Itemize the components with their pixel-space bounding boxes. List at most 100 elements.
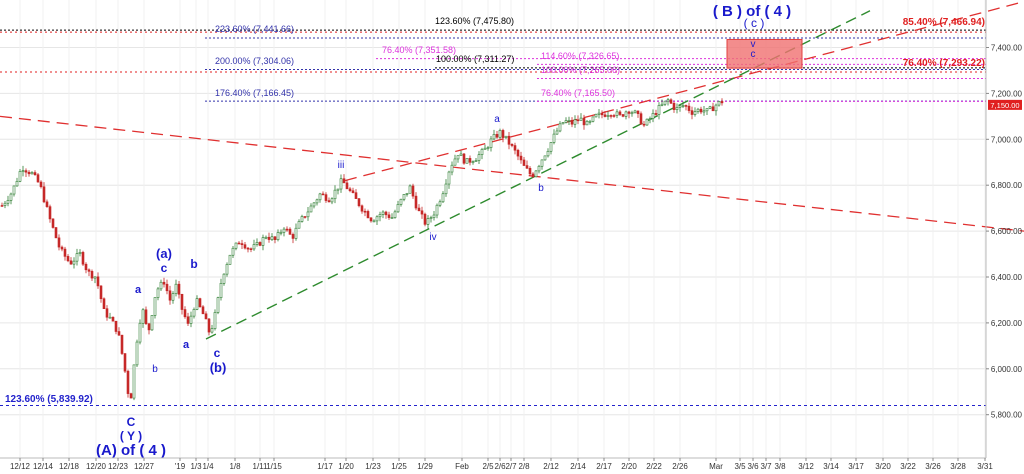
- candle-body: [594, 113, 598, 118]
- candle-body: [54, 227, 58, 239]
- x-axis-tick-label: 3/22: [900, 462, 916, 471]
- wave-label: iii: [338, 160, 345, 171]
- candle-body: [291, 234, 295, 239]
- candle-body: [621, 114, 625, 117]
- candle-body: [498, 130, 502, 138]
- candle-body: [192, 309, 196, 317]
- candle-body: [66, 256, 70, 262]
- candle-body: [6, 200, 10, 204]
- candle-body: [246, 247, 250, 250]
- candle-body: [114, 320, 118, 332]
- x-axis-tick-label: 3/17: [848, 462, 864, 471]
- candle-body: [483, 147, 487, 150]
- fib-level-label: 114.60% (7,326.65): [541, 51, 619, 61]
- candle-body: [642, 123, 646, 126]
- candle-body: [90, 271, 94, 279]
- candle-body: [45, 201, 49, 207]
- candle-body: [279, 231, 283, 234]
- candle-body: [567, 120, 571, 122]
- candle-body: [336, 188, 340, 191]
- candle-body: [162, 281, 166, 285]
- candle-body: [9, 193, 13, 201]
- candle-body: [276, 232, 280, 240]
- candle-body: [306, 211, 310, 218]
- candle-body: [561, 122, 565, 125]
- candle-body: [81, 252, 85, 265]
- x-axis-tick-label: 2/12: [543, 462, 559, 471]
- x-axis-tick-label: 1/3: [190, 462, 202, 471]
- candle-body: [294, 227, 298, 239]
- candle-body: [366, 211, 370, 219]
- candle-body: [3, 202, 7, 206]
- candle-body: [699, 108, 703, 113]
- wave-label: ( B ) of ( 4 ): [713, 3, 791, 20]
- y-axis-tick-label: 6,600.00: [991, 227, 1023, 236]
- candle-body: [150, 315, 154, 331]
- candle-body: [570, 120, 574, 125]
- x-axis-tick-label: 1/29: [417, 462, 433, 471]
- candle-body: [153, 297, 157, 316]
- x-axis-tick-label: 12/14: [33, 462, 54, 471]
- candle-body: [633, 110, 637, 114]
- candle-body: [318, 193, 322, 201]
- candle-body: [327, 200, 331, 203]
- candle-body: [657, 105, 661, 115]
- x-axis-tick-label: 2/14: [570, 462, 586, 471]
- candle-body: [444, 183, 448, 195]
- candle-body: [315, 199, 319, 204]
- candle-body: [267, 236, 271, 240]
- candle-body: [174, 283, 178, 294]
- candle-body: [522, 159, 526, 166]
- candle-body: [99, 285, 103, 300]
- candle-body: [198, 298, 202, 308]
- candle-body: [72, 260, 76, 265]
- candle-body: [720, 101, 724, 104]
- candle-body: [405, 192, 409, 195]
- candle-body: [507, 135, 511, 145]
- fib-level-label: 123.60% (7,475.80): [435, 16, 514, 26]
- candle-body: [0, 205, 4, 207]
- candle-body: [552, 133, 556, 143]
- candle-body: [378, 214, 382, 218]
- candle-body: [627, 111, 631, 114]
- candle-body: [573, 119, 577, 125]
- candle-body: [18, 171, 22, 182]
- candle-body: [186, 316, 190, 324]
- x-axis-tick-label: 2/26: [672, 462, 688, 471]
- candle-body: [189, 315, 193, 324]
- candle-body: [360, 205, 364, 212]
- candle-body: [75, 253, 79, 262]
- wave-label: (a): [156, 246, 172, 261]
- candle-body: [492, 134, 496, 140]
- wave-label: a: [183, 339, 190, 351]
- candle-body: [261, 237, 265, 246]
- candle-body: [228, 254, 232, 265]
- candle-body: [342, 178, 346, 184]
- x-axis-tick-label: 1/25: [391, 462, 407, 471]
- candle-body: [435, 204, 439, 216]
- x-axis-tick-label: 2/7: [505, 462, 517, 471]
- candle-body: [525, 165, 529, 169]
- wave-label: (A) of ( 4 ): [96, 442, 166, 459]
- fib-level-label: 85.40% (7,466.94): [903, 17, 985, 28]
- candle-body: [330, 198, 334, 203]
- y-axis-tick-label: 7,000.00: [991, 135, 1023, 144]
- candle-body: [111, 316, 115, 322]
- candle-body: [630, 112, 634, 115]
- x-axis-tick-label: 1/17: [317, 462, 333, 471]
- candle-body: [672, 102, 676, 110]
- candle-body: [210, 328, 214, 333]
- candle-body: [357, 198, 361, 207]
- candle-body: [252, 244, 256, 250]
- candle-body: [324, 194, 328, 201]
- grid-layer: [0, 0, 986, 458]
- candle-body: [540, 159, 544, 167]
- candle-body: [663, 100, 667, 105]
- y-axis-tick-label: 6,200.00: [991, 319, 1023, 328]
- candle-body: [582, 117, 586, 126]
- candle-body: [591, 116, 595, 122]
- candle-body: [213, 312, 217, 329]
- candle-body: [258, 242, 262, 246]
